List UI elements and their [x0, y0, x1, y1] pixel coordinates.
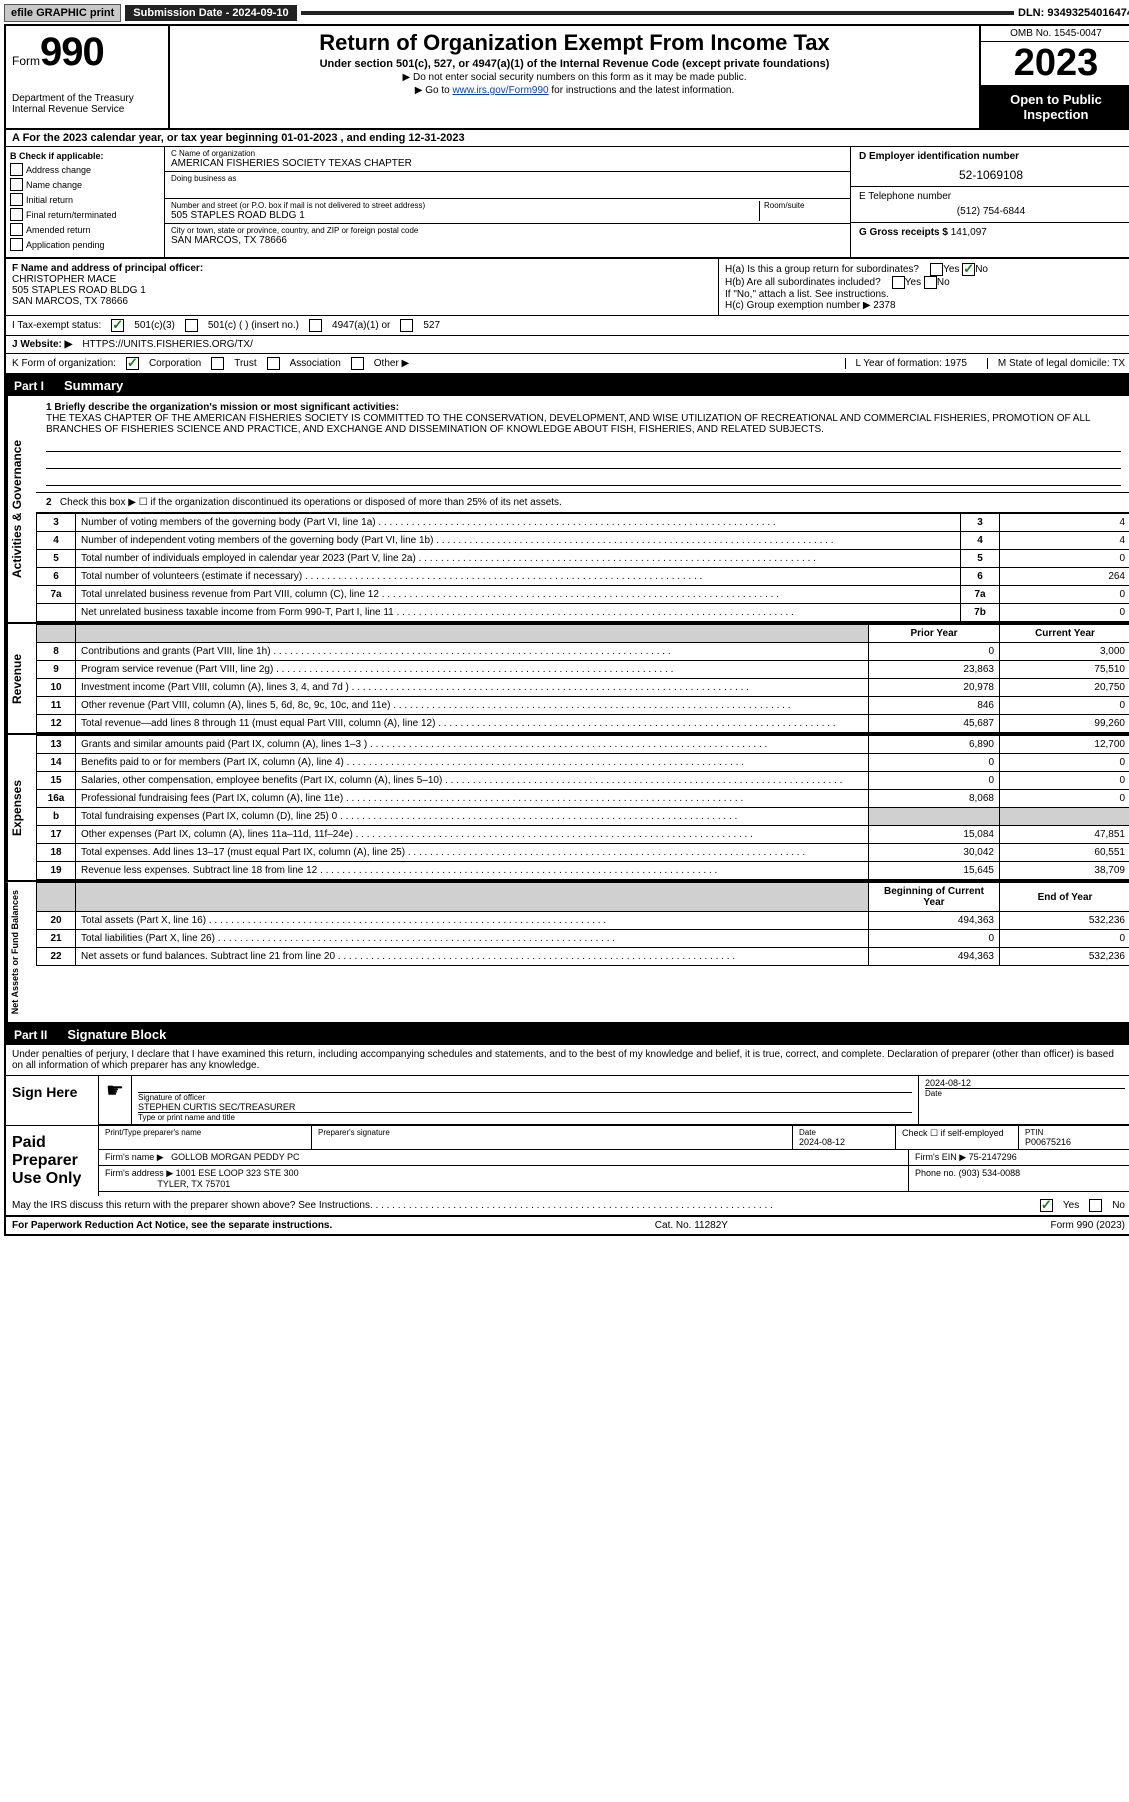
checkbox[interactable] [10, 193, 23, 206]
row-a-tax-year: A For the 2023 calendar year, or tax yea… [6, 130, 1129, 147]
revenue-table: Prior YearCurrent Year8Contributions and… [36, 624, 1129, 733]
part-2-header: Part II Signature Block [6, 1024, 1129, 1045]
checkbox[interactable] [10, 163, 23, 176]
side-expenses: Expenses [6, 735, 36, 880]
submission-date: Submission Date - 2024-09-10 [125, 5, 296, 21]
dept-treasury: Department of the Treasury [12, 93, 162, 104]
perjury-statement: Under penalties of perjury, I declare th… [6, 1045, 1129, 1075]
firm-name: GOLLOB MORGAN PEDDY PC [171, 1152, 299, 1162]
sign-here-block: Sign Here ☛ Signature of officer STEPHEN… [6, 1075, 1129, 1125]
checkbox[interactable] [10, 223, 23, 236]
website: HTTPS://UNITS.FISHERIES.ORG/TX/ [82, 339, 253, 350]
mission-statement: 1 Briefly describe the organization's mi… [36, 396, 1129, 493]
officer-name: CHRISTOPHER MACE [12, 274, 712, 285]
org-name: AMERICAN FISHERIES SOCIETY TEXAS CHAPTER [171, 158, 844, 169]
efile-button[interactable]: efile GRAPHIC print [4, 4, 121, 22]
ein: 52-1069108 [859, 168, 1123, 182]
part-1-header: Part I Summary [6, 375, 1129, 396]
year-formation: L Year of formation: 1975 [845, 358, 977, 369]
org-city: SAN MARCOS, TX 78666 [171, 235, 844, 246]
chk-discuss-yes[interactable] [1040, 1199, 1053, 1212]
checkbox-label: Amended return [26, 225, 91, 235]
checkbox-label: Name change [26, 180, 82, 190]
row-k-form-org: K Form of organization: Corporation Trus… [6, 354, 1129, 375]
ptin: P00675216 [1025, 1137, 1125, 1147]
block-f-officer: F Name and address of principal officer:… [6, 259, 719, 315]
form-prefix: Form [12, 54, 40, 68]
omb-number: OMB No. 1545-0047 [981, 26, 1129, 42]
expenses-table: 13Grants and similar amounts paid (Part … [36, 735, 1129, 880]
sign-date: 2024-08-12 [925, 1078, 1125, 1088]
state-domicile: M State of legal domicile: TX [987, 358, 1125, 369]
row-j-website: J Website: ▶ HTTPS://UNITS.FISHERIES.ORG… [6, 336, 1129, 354]
form-990: Form990 Department of the Treasury Inter… [4, 24, 1129, 1236]
chk-trust[interactable] [211, 357, 224, 370]
form-subtitle-3: ▶ Go to www.irs.gov/Form990 for instruct… [180, 85, 969, 96]
firm-address: 1001 ESE LOOP 323 STE 300 [176, 1168, 299, 1178]
side-netassets: Net Assets or Fund Balances [6, 882, 36, 1022]
checkbox-label: Address change [26, 165, 91, 175]
checkbox-no[interactable] [962, 263, 975, 276]
side-governance: Activities & Governance [6, 396, 36, 622]
form-subtitle-1: Under section 501(c), 527, or 4947(a)(1)… [180, 58, 969, 70]
irs-label: Internal Revenue Service [12, 104, 162, 115]
checkbox[interactable] [10, 208, 23, 221]
checkbox-yes[interactable] [930, 263, 943, 276]
top-bar: efile GRAPHIC print Submission Date - 20… [4, 4, 1129, 22]
side-revenue: Revenue [6, 624, 36, 733]
open-to-public: Open to Public Inspection [981, 86, 1129, 128]
form-number: 990 [40, 30, 104, 74]
chk-4947[interactable] [309, 319, 322, 332]
chk-corporation[interactable] [126, 357, 139, 370]
officer-signature: STEPHEN CURTIS SEC/TREASURER [138, 1102, 912, 1112]
form-subtitle-2: ▶ Do not enter social security numbers o… [180, 72, 969, 83]
phone: (512) 754-6844 [859, 206, 1123, 217]
checkbox[interactable] [10, 178, 23, 191]
firm-phone: (903) 534-0088 [959, 1168, 1021, 1178]
checkbox-label: Final return/terminated [26, 210, 117, 220]
checkbox-label: Initial return [26, 195, 73, 205]
dln: DLN: 93493254016474 [1018, 7, 1129, 19]
col-b-checkboxes: B Check if applicable: Address changeNam… [6, 147, 165, 257]
prep-date: 2024-08-12 [799, 1137, 889, 1147]
checkbox-label: Application pending [26, 240, 105, 250]
tax-year: 2023 [981, 42, 1129, 86]
checkbox-yes[interactable] [892, 276, 905, 289]
chk-501c3[interactable] [111, 319, 124, 332]
chk-527[interactable] [400, 319, 413, 332]
irs-discuss: May the IRS discuss this return with the… [6, 1196, 1129, 1215]
netassets-table: Beginning of Current YearEnd of Year20To… [36, 882, 1129, 966]
form-title: Return of Organization Exempt From Incom… [180, 30, 969, 56]
irs-link[interactable]: www.irs.gov/Form990 [452, 85, 548, 96]
footer: For Paperwork Reduction Act Notice, see … [6, 1215, 1129, 1234]
gross-receipts: 141,097 [951, 227, 987, 238]
block-h-group: H(a) Is this a group return for subordin… [719, 259, 1129, 315]
governance-table: 3Number of voting members of the governi… [36, 513, 1129, 622]
chk-association[interactable] [267, 357, 280, 370]
col-c-org-info: C Name of organization AMERICAN FISHERIE… [165, 147, 850, 257]
form-header: Form990 Department of the Treasury Inter… [6, 26, 1129, 130]
org-address: 505 STAPLES ROAD BLDG 1 [171, 210, 759, 221]
checkbox-no[interactable] [924, 276, 937, 289]
chk-discuss-no[interactable] [1089, 1199, 1102, 1212]
col-d-ein: D Employer identification number 52-1069… [850, 147, 1129, 257]
firm-ein: 75-2147296 [969, 1152, 1017, 1162]
chk-other[interactable] [351, 357, 364, 370]
row-i-tax-status: I Tax-exempt status: 501(c)(3) 501(c) ( … [6, 316, 1129, 336]
paid-preparer-block: Paid Preparer Use Only Print/Type prepar… [6, 1125, 1129, 1196]
checkbox[interactable] [10, 238, 23, 251]
chk-501c[interactable] [185, 319, 198, 332]
